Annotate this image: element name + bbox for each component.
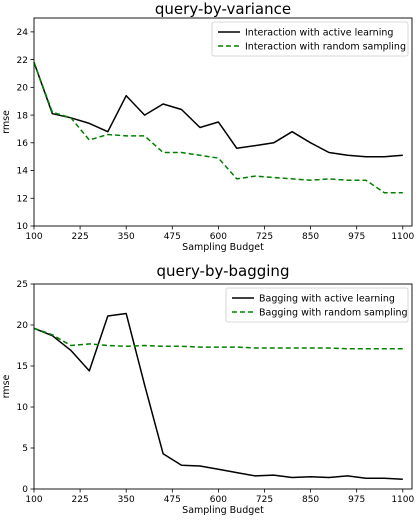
legend-label-0: Interaction with active learning: [245, 27, 393, 38]
x-tick-label: 850: [302, 495, 319, 505]
y-tick-label: 24: [17, 28, 29, 38]
x-tick-label: 600: [210, 495, 227, 505]
legend: Interaction with active learning Interact…: [211, 21, 409, 57]
x-tick-label: 225: [72, 495, 89, 505]
series-line-0: [33, 62, 403, 158]
legend-label-1: Interaction with random sampling: [245, 41, 406, 52]
plot-frame: [33, 17, 413, 227]
x-axis-label: Sampling Budget: [182, 505, 264, 516]
y-tick-label: 5: [22, 444, 28, 454]
y-tick-label: 20: [17, 84, 29, 94]
legend-box: [225, 287, 409, 323]
y-tick-label: 15: [17, 362, 28, 372]
x-tick-label: 1100: [391, 232, 414, 242]
y-tick-label: 12: [17, 194, 28, 204]
y-tick-label: 25: [17, 280, 28, 290]
y-tick-label: 22: [17, 56, 28, 66]
series-line-0: [33, 312, 403, 480]
y-tick-label: 18: [17, 111, 29, 121]
y-axis-label: rmse: [1, 374, 12, 398]
y-tick-label: 10: [17, 222, 29, 232]
legend-label-1: Bagging with random sampling: [259, 307, 408, 318]
y-tick-label: 14: [17, 167, 29, 177]
x-tick-label: 975: [348, 495, 365, 505]
x-tick-label: 725: [256, 232, 273, 242]
x-tick-label: 725: [256, 495, 273, 505]
chart-title: query-by-variance: [155, 0, 291, 18]
chart-title: query-by-bagging: [157, 262, 290, 280]
y-tick-label: 10: [17, 403, 29, 413]
x-tick-label: 100: [25, 495, 42, 505]
legend: Bagging with active learning Bagging with…: [225, 287, 409, 323]
y-tick-label: 16: [17, 139, 29, 149]
x-tick-label: 350: [118, 495, 135, 505]
x-tick-label: 1100: [391, 495, 414, 505]
x-tick-label: 225: [72, 232, 89, 242]
y-tick-label: 20: [17, 321, 29, 331]
x-axis-label: Sampling Budget: [182, 242, 264, 253]
x-tick-label: 350: [118, 232, 135, 242]
legend-label-0: Bagging with active learning: [259, 293, 395, 304]
legend-box: [211, 21, 409, 57]
chart-0: query-by-variance 100 225 350 475 600 725 850 97…: [1, 0, 415, 253]
y-tick-label: 0: [22, 485, 28, 495]
x-tick-label: 600: [210, 232, 227, 242]
series-line-1: [33, 327, 403, 350]
y-axis-label: rmse: [1, 110, 12, 134]
series-line-1: [33, 62, 403, 194]
x-tick-label: 975: [348, 232, 365, 242]
x-tick-label: 100: [25, 232, 42, 242]
x-tick-label: 475: [164, 232, 181, 242]
plot-frame: [33, 283, 413, 490]
x-tick-label: 475: [164, 495, 181, 505]
x-tick-label: 850: [302, 232, 319, 242]
